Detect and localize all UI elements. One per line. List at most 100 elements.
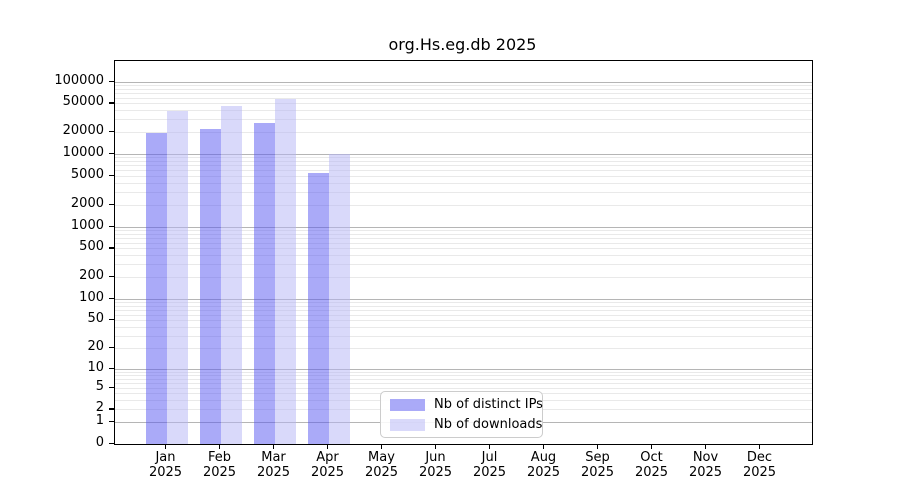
y-tick-label: 50000 bbox=[62, 94, 104, 110]
y-tick-label: 10 bbox=[87, 359, 104, 375]
y-tick-label: 500 bbox=[79, 239, 104, 255]
x-tick bbox=[704, 444, 707, 449]
gridline-minor bbox=[115, 233, 812, 235]
gridline-minor bbox=[115, 88, 812, 90]
y-tick-label: 5 bbox=[95, 378, 104, 394]
y-tick bbox=[109, 421, 114, 423]
x-tick-label: Mar 2025 bbox=[256, 450, 291, 480]
x-tick bbox=[650, 444, 653, 449]
x-tick-label: Feb 2025 bbox=[202, 450, 237, 480]
gridline-minor bbox=[115, 248, 812, 250]
y-tick-label: 2 bbox=[95, 400, 104, 416]
y-tick-label: 5000 bbox=[70, 166, 104, 182]
gridline-minor bbox=[115, 327, 812, 329]
x-tick-label: Dec 2025 bbox=[742, 450, 777, 480]
gridline-minor bbox=[115, 242, 812, 244]
y-tick-label: 2000 bbox=[70, 195, 104, 211]
gridline-minor bbox=[115, 103, 812, 105]
gridline-minor bbox=[115, 132, 812, 134]
y-tick bbox=[109, 203, 114, 205]
gridline-minor bbox=[115, 264, 812, 266]
plot-area bbox=[114, 60, 813, 445]
gridline-minor bbox=[115, 97, 812, 99]
y-tick-label: 20000 bbox=[62, 123, 104, 139]
gridline-minor bbox=[115, 378, 812, 380]
y-tick bbox=[109, 247, 114, 249]
gridline-minor bbox=[115, 314, 812, 316]
gridline-minor bbox=[115, 305, 812, 307]
bar-nb-of-downloads-mar bbox=[274, 98, 296, 444]
gridline-minor bbox=[115, 170, 812, 172]
x-tick-label: May 2025 bbox=[364, 450, 399, 480]
gridline-minor bbox=[115, 161, 812, 162]
gridline-minor bbox=[115, 348, 812, 350]
x-tick bbox=[164, 444, 167, 449]
legend-swatch-distinct-ips bbox=[390, 398, 425, 411]
gridline-major bbox=[115, 226, 812, 228]
legend-swatch-downloads bbox=[390, 418, 425, 431]
legend-item-distinct-ips: Nb of distinct IPs bbox=[390, 398, 543, 411]
x-tick bbox=[326, 444, 329, 449]
y-tick-label: 50 bbox=[87, 311, 104, 327]
y-tick bbox=[109, 153, 114, 155]
x-tick-label: Aug 2025 bbox=[526, 450, 561, 480]
gridline-minor bbox=[115, 382, 812, 384]
y-tick bbox=[109, 443, 114, 445]
y-tick bbox=[109, 367, 114, 369]
gridline-major bbox=[115, 298, 812, 300]
y-tick bbox=[109, 174, 114, 177]
gridline-minor bbox=[115, 302, 812, 303]
x-tick-label: Jan 2025 bbox=[148, 450, 183, 480]
legend: Nb of distinct IPs Nb of downloads bbox=[380, 391, 543, 438]
gridline-minor bbox=[115, 165, 812, 167]
x-tick bbox=[542, 444, 545, 449]
gridline-minor bbox=[115, 255, 812, 257]
y-tick bbox=[109, 386, 114, 388]
y-tick-label: 1 bbox=[95, 413, 104, 429]
gridline-minor bbox=[115, 371, 812, 373]
y-tick bbox=[109, 297, 114, 299]
gridline-major bbox=[115, 368, 812, 370]
x-tick bbox=[434, 444, 437, 449]
gridline-minor bbox=[115, 309, 812, 311]
x-tick-label: Jun 2025 bbox=[418, 450, 453, 480]
gridline-minor bbox=[115, 182, 812, 184]
gridline-minor bbox=[115, 374, 812, 376]
gridline-minor bbox=[115, 335, 812, 337]
gridline-minor bbox=[115, 157, 812, 159]
gridline-minor bbox=[115, 92, 812, 94]
bar-nb-of-distinct-ips-feb bbox=[199, 128, 221, 444]
y-tick-label: 100000 bbox=[54, 72, 104, 88]
legend-item-downloads: Nb of downloads bbox=[390, 418, 542, 431]
bar-nb-of-distinct-ips-jan bbox=[145, 133, 167, 444]
gridline-minor bbox=[115, 175, 812, 177]
gridline-minor bbox=[115, 237, 812, 239]
bar-nb-of-distinct-ips-apr bbox=[307, 173, 329, 444]
y-tick bbox=[109, 102, 114, 104]
x-tick bbox=[488, 444, 491, 449]
gridline-minor bbox=[115, 277, 812, 278]
y-tick-label: 20 bbox=[87, 339, 104, 355]
x-tick-label: Oct 2025 bbox=[634, 450, 669, 480]
gridline-minor bbox=[115, 84, 812, 86]
gridline-major bbox=[115, 81, 812, 83]
chart-title: org.Hs.eg.db 2025 bbox=[388, 35, 537, 54]
legend-label-downloads: Nb of downloads bbox=[434, 417, 543, 432]
x-tick bbox=[758, 444, 761, 449]
y-tick bbox=[109, 80, 114, 82]
x-tick bbox=[218, 444, 221, 449]
x-tick-label: Jul 2025 bbox=[472, 450, 507, 480]
gridline-minor bbox=[115, 320, 812, 322]
y-tick-label: 1000 bbox=[70, 217, 104, 233]
y-tick-label: 100 bbox=[79, 289, 104, 305]
y-tick bbox=[109, 319, 114, 321]
x-tick bbox=[272, 444, 275, 449]
gridline-minor bbox=[115, 191, 812, 193]
gridline-minor bbox=[115, 229, 812, 231]
y-tick-label: 0 bbox=[95, 435, 104, 450]
gridline-minor bbox=[115, 119, 812, 121]
y-tick bbox=[109, 131, 114, 133]
bar-nb-of-downloads-apr bbox=[328, 154, 350, 444]
x-tick bbox=[596, 444, 599, 449]
